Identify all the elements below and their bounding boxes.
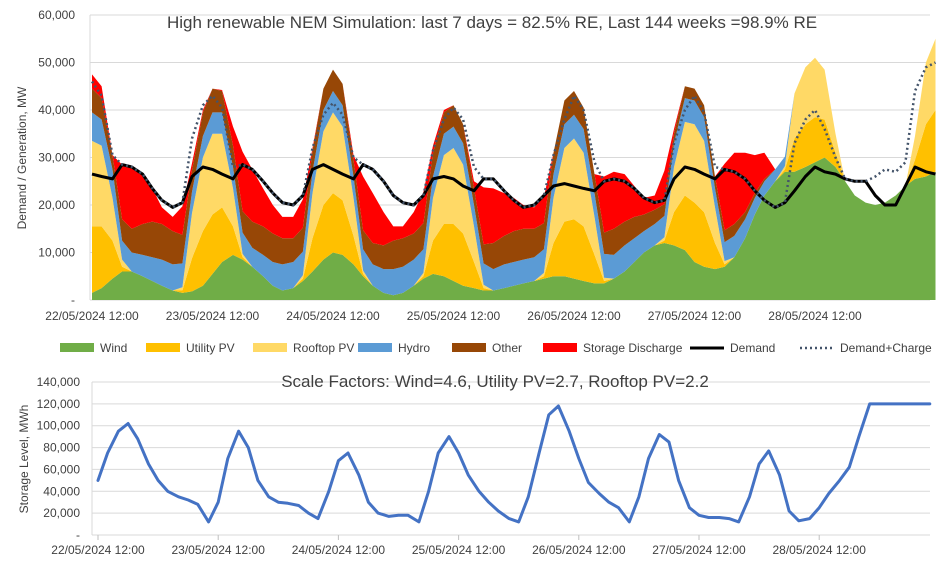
- area-hydro: [92, 38, 936, 296]
- top-y-tick-label: 10,000: [38, 246, 75, 260]
- legend-item-demand: Demand: [690, 341, 775, 355]
- legend-swatch: [60, 343, 94, 352]
- top-x-tick-label: 22/05/2024 12:00: [45, 309, 139, 323]
- legend: Wind Utility PV Rooftop PV Hydro Other Storag…: [60, 341, 932, 355]
- bottom-y-tick-label: 40,000: [43, 484, 80, 498]
- top-y-tick-label: 60,000: [38, 8, 75, 22]
- bottom-x-tick-label: 22/05/2024 12:00: [51, 543, 145, 557]
- top-x-tick-labels: 22/05/2024 12:00 23/05/2024 12:00 24/05/20…: [45, 309, 862, 323]
- top-y-tick-label: 30,000: [38, 151, 75, 165]
- legend-item-storage-discharge: Storage Discharge: [543, 341, 683, 355]
- legend-label: Hydro: [398, 341, 430, 355]
- legend-label: Storage Discharge: [583, 341, 683, 355]
- top-x-tick-label: 24/05/2024 12:00: [286, 309, 380, 323]
- bottom-x-tick-label: 28/05/2024 12:00: [772, 543, 866, 557]
- line-storage-level: [96, 402, 932, 524]
- bottom-y-tick-label: 60,000: [43, 462, 80, 476]
- top-y-tick-label: -: [71, 293, 75, 307]
- legend-label: Rooftop PV: [293, 341, 354, 355]
- top-y-tick-label: 20,000: [38, 198, 75, 212]
- bottom-y-axis-label: Storage Level, MWh: [17, 405, 31, 514]
- bottom-y-tick-label: 80,000: [43, 441, 80, 455]
- top-y-tick-label: 50,000: [38, 56, 75, 70]
- top-y-axis-label: Demand / Generation, MW: [15, 86, 29, 229]
- top-lines: [90, 61, 937, 209]
- area-storage-discharge: [92, 38, 936, 246]
- bottom-y-tick-label: 140,000: [37, 375, 81, 389]
- legend-item-utility-pv: Utility PV: [146, 341, 235, 355]
- top-x-tick-label: 26/05/2024 12:00: [527, 309, 621, 323]
- bottom-x-tick-label: 25/05/2024 12:00: [412, 543, 506, 557]
- bottom-x-tick-label: 27/05/2024 12:00: [652, 543, 746, 557]
- legend-label: Demand+Charge: [840, 341, 932, 355]
- bottom-y-tick-labels: - 20,000 40,000 60,000 80,000 100,000 120,000 1…: [37, 375, 81, 542]
- bottom-y-tick-label: 120,000: [37, 397, 81, 411]
- legend-item-wind: Wind: [60, 341, 127, 355]
- line-demand: [91, 163, 936, 209]
- bottom-x-tick-label: 23/05/2024 12:00: [171, 543, 265, 557]
- bottom-y-tick-label: -: [76, 528, 80, 542]
- bottom-y-tick-label: 100,000: [37, 419, 81, 433]
- bottom-x-tick-label: 24/05/2024 12:00: [292, 543, 386, 557]
- legend-label: Other: [492, 341, 522, 355]
- bottom-lines: [96, 402, 932, 524]
- legend-swatch: [543, 343, 577, 352]
- top-y-tick-labels: - 10,000 20,000 30,000 40,000 50,000 60,000: [38, 8, 75, 307]
- area-other: [92, 38, 936, 270]
- top-stacked-areas: [92, 38, 936, 300]
- bottom-x-tick-label: 26/05/2024 12:00: [532, 543, 626, 557]
- legend-item-rooftop-pv: Rooftop PV: [253, 341, 354, 355]
- legend-label: Wind: [100, 341, 127, 355]
- top-x-tick-label: 23/05/2024 12:00: [166, 309, 260, 323]
- bottom-chart-title: Scale Factors: Wind=4.6, Utility PV=2.7,…: [281, 372, 709, 391]
- legend-item-other: Other: [452, 341, 522, 355]
- legend-swatch: [253, 343, 287, 352]
- legend-swatch: [146, 343, 180, 352]
- storage-chart: - 20,000 40,000 60,000 80,000 100,000 120,000 1…: [17, 372, 932, 557]
- top-x-tick-label: 27/05/2024 12:00: [648, 309, 742, 323]
- generation-chart: - 10,000 20,000 30,000 40,000 50,000 60,000 22…: [15, 8, 937, 323]
- legend-swatch: [452, 343, 486, 352]
- legend-item-hydro: Hydro: [358, 341, 430, 355]
- top-x-tick-label: 25/05/2024 12:00: [407, 309, 501, 323]
- legend-label: Demand: [730, 341, 775, 355]
- top-y-tick-label: 40,000: [38, 103, 75, 117]
- legend-label: Utility PV: [186, 341, 235, 355]
- bottom-y-tick-label: 20,000: [43, 506, 80, 520]
- top-chart-title: High renewable NEM Simulation: last 7 da…: [167, 13, 817, 32]
- bottom-x-tick-labels: 22/05/2024 12:00 23/05/2024 12:00 24/05/20…: [51, 543, 866, 557]
- top-x-tick-label: 28/05/2024 12:00: [768, 309, 862, 323]
- legend-swatch: [358, 343, 392, 352]
- area-wind: [92, 157, 936, 300]
- legend-item-demand-charge: Demand+Charge: [800, 341, 932, 355]
